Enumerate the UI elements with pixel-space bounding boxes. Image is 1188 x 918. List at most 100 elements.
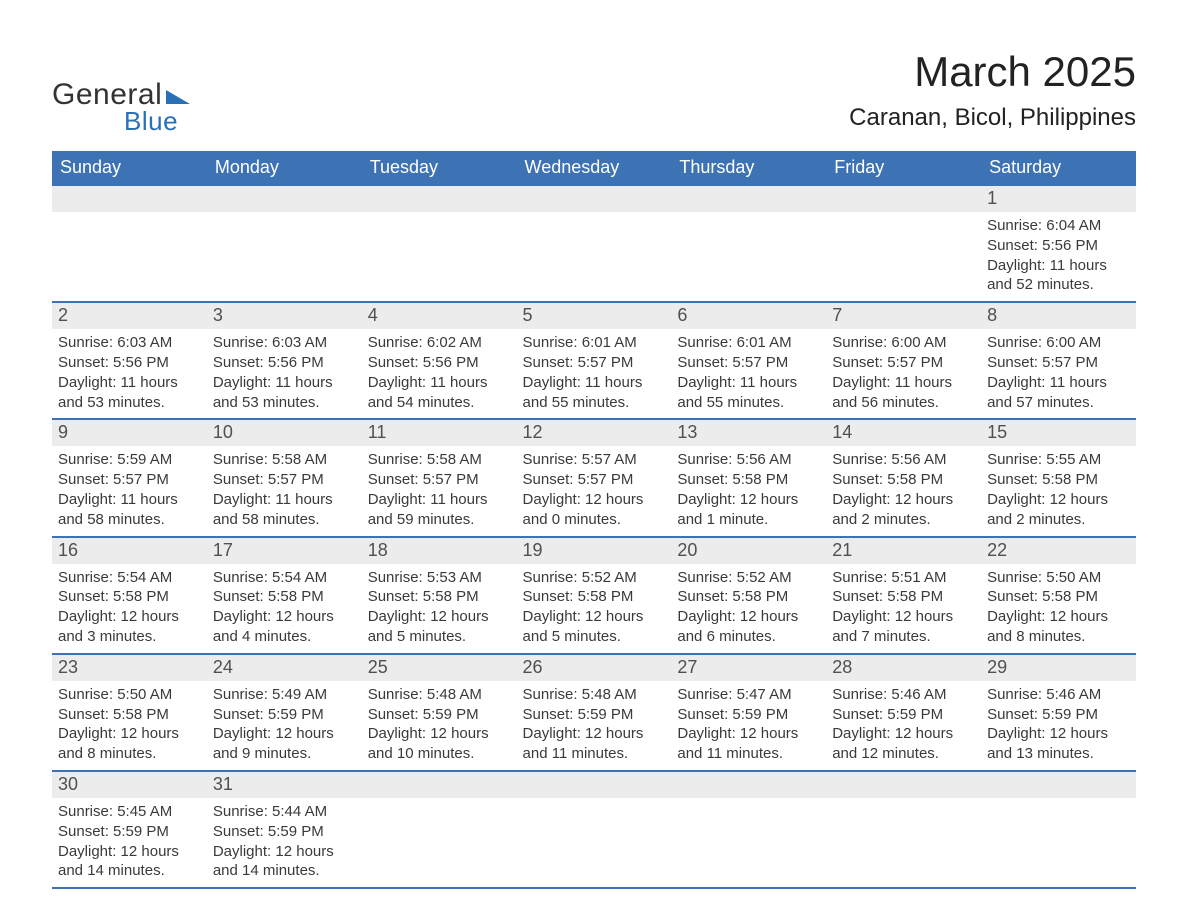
day-details: Sunrise: 5:46 AMSunset: 5:59 PMDaylight:… [981, 681, 1136, 770]
calendar-cell: 2Sunrise: 6:03 AMSunset: 5:56 PMDaylight… [52, 302, 207, 419]
calendar-cell: 23Sunrise: 5:50 AMSunset: 5:58 PMDayligh… [52, 654, 207, 771]
sunrise-line: Sunrise: 6:00 AM [987, 333, 1130, 353]
daylight-line: Daylight: 12 hours and 8 minutes. [58, 724, 201, 764]
sunrise-line: Sunrise: 5:46 AM [987, 685, 1130, 705]
sunset-line: Sunset: 5:58 PM [832, 587, 975, 607]
calendar-cell: 5Sunrise: 6:01 AMSunset: 5:57 PMDaylight… [517, 302, 672, 419]
day-number: 8 [981, 303, 1136, 329]
daylight-line: Daylight: 12 hours and 8 minutes. [987, 607, 1130, 647]
sunrise-line: Sunrise: 5:58 AM [368, 450, 511, 470]
sunrise-line: Sunrise: 5:54 AM [213, 568, 356, 588]
day-number: 21 [826, 538, 981, 564]
calendar-cell [52, 186, 207, 302]
day-details: Sunrise: 6:00 AMSunset: 5:57 PMDaylight:… [826, 329, 981, 418]
day-details: Sunrise: 5:47 AMSunset: 5:59 PMDaylight:… [671, 681, 826, 770]
day-number: 20 [671, 538, 826, 564]
sunrise-line: Sunrise: 6:03 AM [213, 333, 356, 353]
day-details: Sunrise: 5:44 AMSunset: 5:59 PMDaylight:… [207, 798, 362, 887]
day-details: Sunrise: 6:03 AMSunset: 5:56 PMDaylight:… [207, 329, 362, 418]
daylight-line: Daylight: 12 hours and 14 minutes. [213, 842, 356, 882]
day-details: Sunrise: 5:54 AMSunset: 5:58 PMDaylight:… [207, 564, 362, 653]
calendar-week-row: 2Sunrise: 6:03 AMSunset: 5:56 PMDaylight… [52, 302, 1136, 419]
calendar-cell: 27Sunrise: 5:47 AMSunset: 5:59 PMDayligh… [671, 654, 826, 771]
day-number: 7 [826, 303, 981, 329]
daylight-line: Daylight: 12 hours and 3 minutes. [58, 607, 201, 647]
day-details: Sunrise: 5:58 AMSunset: 5:57 PMDaylight:… [207, 446, 362, 535]
day-details: Sunrise: 6:04 AMSunset: 5:56 PMDaylight:… [981, 212, 1136, 301]
daylight-line: Daylight: 12 hours and 2 minutes. [987, 490, 1130, 530]
title-block: March 2025 Caranan, Bicol, Philippines [849, 48, 1136, 132]
calendar-week-row: 9Sunrise: 5:59 AMSunset: 5:57 PMDaylight… [52, 419, 1136, 536]
sunrise-line: Sunrise: 5:48 AM [368, 685, 511, 705]
sunset-line: Sunset: 5:58 PM [677, 587, 820, 607]
day-details: Sunrise: 6:03 AMSunset: 5:56 PMDaylight:… [52, 329, 207, 418]
day-details: Sunrise: 5:50 AMSunset: 5:58 PMDaylight:… [52, 681, 207, 770]
calendar-week-row: 16Sunrise: 5:54 AMSunset: 5:58 PMDayligh… [52, 537, 1136, 654]
calendar-cell: 25Sunrise: 5:48 AMSunset: 5:59 PMDayligh… [362, 654, 517, 771]
day-number: 17 [207, 538, 362, 564]
sunrise-line: Sunrise: 5:54 AM [58, 568, 201, 588]
sunrise-line: Sunrise: 6:00 AM [832, 333, 975, 353]
sunset-line: Sunset: 5:56 PM [58, 353, 201, 373]
day-number [981, 772, 1136, 798]
day-number: 22 [981, 538, 1136, 564]
sunrise-line: Sunrise: 5:48 AM [523, 685, 666, 705]
sunset-line: Sunset: 5:57 PM [58, 470, 201, 490]
day-details: Sunrise: 5:52 AMSunset: 5:58 PMDaylight:… [517, 564, 672, 653]
calendar-cell: 20Sunrise: 5:52 AMSunset: 5:58 PMDayligh… [671, 537, 826, 654]
dayname-header: Thursday [671, 151, 826, 186]
day-details: Sunrise: 5:52 AMSunset: 5:58 PMDaylight:… [671, 564, 826, 653]
day-number: 2 [52, 303, 207, 329]
calendar-cell: 17Sunrise: 5:54 AMSunset: 5:58 PMDayligh… [207, 537, 362, 654]
daylight-line: Daylight: 11 hours and 55 minutes. [677, 373, 820, 413]
sunset-line: Sunset: 5:58 PM [58, 705, 201, 725]
calendar-cell [981, 771, 1136, 888]
calendar-cell: 9Sunrise: 5:59 AMSunset: 5:57 PMDaylight… [52, 419, 207, 536]
daylight-line: Daylight: 12 hours and 7 minutes. [832, 607, 975, 647]
day-details: Sunrise: 6:00 AMSunset: 5:57 PMDaylight:… [981, 329, 1136, 418]
sunset-line: Sunset: 5:57 PM [677, 353, 820, 373]
calendar-cell: 3Sunrise: 6:03 AMSunset: 5:56 PMDaylight… [207, 302, 362, 419]
daylight-line: Daylight: 11 hours and 58 minutes. [213, 490, 356, 530]
daylight-line: Daylight: 12 hours and 1 minute. [677, 490, 820, 530]
sunrise-line: Sunrise: 6:04 AM [987, 216, 1130, 236]
calendar-cell: 30Sunrise: 5:45 AMSunset: 5:59 PMDayligh… [52, 771, 207, 888]
sunset-line: Sunset: 5:57 PM [523, 353, 666, 373]
day-number [671, 186, 826, 212]
sunset-line: Sunset: 5:57 PM [987, 353, 1130, 373]
sunset-line: Sunset: 5:58 PM [213, 587, 356, 607]
day-details: Sunrise: 5:53 AMSunset: 5:58 PMDaylight:… [362, 564, 517, 653]
sunset-line: Sunset: 5:58 PM [368, 587, 511, 607]
sunrise-line: Sunrise: 5:58 AM [213, 450, 356, 470]
sunrise-line: Sunrise: 5:52 AM [523, 568, 666, 588]
dayname-header: Friday [826, 151, 981, 186]
calendar-cell: 6Sunrise: 6:01 AMSunset: 5:57 PMDaylight… [671, 302, 826, 419]
day-number: 14 [826, 420, 981, 446]
day-number: 6 [671, 303, 826, 329]
day-number: 9 [52, 420, 207, 446]
sunset-line: Sunset: 5:59 PM [523, 705, 666, 725]
calendar-cell: 19Sunrise: 5:52 AMSunset: 5:58 PMDayligh… [517, 537, 672, 654]
page-title: March 2025 [849, 48, 1136, 96]
day-number [826, 186, 981, 212]
day-number: 11 [362, 420, 517, 446]
day-details: Sunrise: 6:01 AMSunset: 5:57 PMDaylight:… [517, 329, 672, 418]
daylight-line: Daylight: 11 hours and 58 minutes. [58, 490, 201, 530]
daylight-line: Daylight: 12 hours and 14 minutes. [58, 842, 201, 882]
sunset-line: Sunset: 5:56 PM [368, 353, 511, 373]
day-details [826, 212, 981, 284]
sunset-line: Sunset: 5:57 PM [368, 470, 511, 490]
sunset-line: Sunset: 5:58 PM [58, 587, 201, 607]
calendar-cell: 12Sunrise: 5:57 AMSunset: 5:57 PMDayligh… [517, 419, 672, 536]
day-number: 3 [207, 303, 362, 329]
day-details: Sunrise: 5:50 AMSunset: 5:58 PMDaylight:… [981, 564, 1136, 653]
day-number [362, 186, 517, 212]
calendar-week-row: 1Sunrise: 6:04 AMSunset: 5:56 PMDaylight… [52, 186, 1136, 302]
daylight-line: Daylight: 12 hours and 5 minutes. [368, 607, 511, 647]
calendar-cell [671, 771, 826, 888]
day-details [207, 212, 362, 284]
day-number: 1 [981, 186, 1136, 212]
sunset-line: Sunset: 5:59 PM [58, 822, 201, 842]
calendar-cell [362, 186, 517, 302]
calendar-cell [671, 186, 826, 302]
